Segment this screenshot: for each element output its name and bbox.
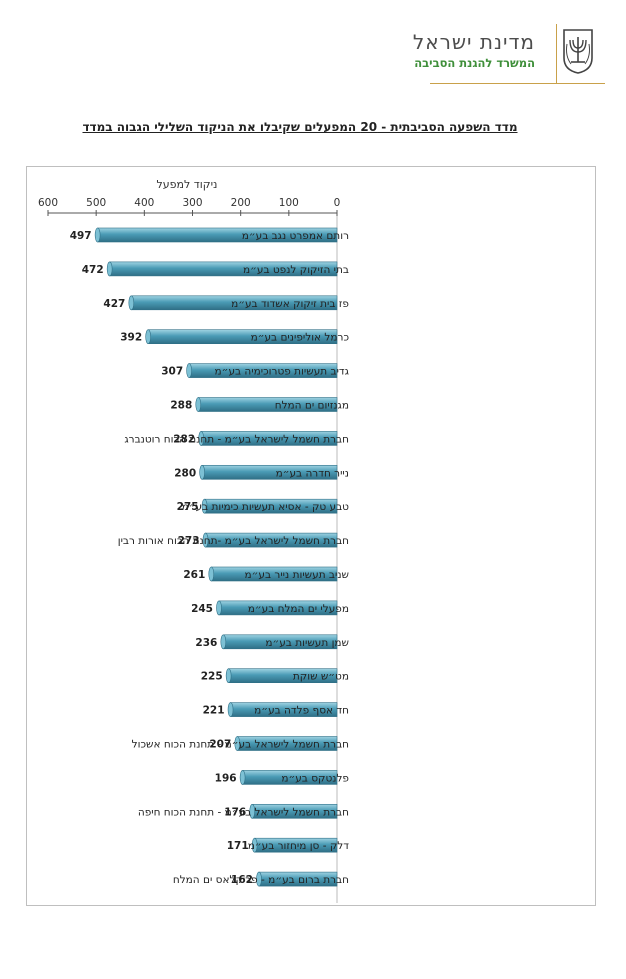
- bar-cap: [225, 668, 232, 684]
- x-tick-label: 400: [134, 197, 154, 209]
- header-divider: [430, 83, 605, 84]
- bar-cap: [106, 261, 113, 277]
- data-label: 162: [231, 874, 253, 886]
- x-tick-label: 100: [279, 197, 299, 209]
- state-title: מדינת ישראל: [412, 30, 535, 54]
- bar-cap: [249, 803, 256, 819]
- header-divider-vertical: [556, 24, 557, 84]
- bar-cap: [202, 532, 209, 548]
- chart-frame: 600 500 400 300 200 100 0 497 רותם אמפרט נגב בע…: [26, 166, 596, 906]
- category-label: שניב תעשיות נייר בע״מ: [245, 569, 349, 581]
- bar-cap: [195, 397, 202, 412]
- x-tick-label: 300: [182, 197, 202, 209]
- data-label: 307: [161, 366, 183, 378]
- category-label: בתי הזיקוק לנפט בע״מ: [243, 264, 349, 276]
- data-label: 427: [103, 298, 125, 310]
- ministry-header: מדינת ישראל המשרד להגנת הסביבה: [413, 24, 605, 84]
- bar-cap: [251, 837, 258, 853]
- x-tick-label: 600: [38, 197, 58, 209]
- bar-cap: [227, 702, 234, 717]
- bar-cap: [94, 227, 101, 243]
- category-label: טבע טק - אסיא תעשיות כימיות בע״מ: [182, 501, 350, 513]
- x-tick-label: 200: [231, 197, 251, 209]
- bar-cap: [216, 600, 222, 616]
- category-label: רותם אמפרט נגב בע״מ: [242, 230, 349, 242]
- bar-cap: [186, 363, 192, 378]
- category-label: חברת חשמל לישראל בע״מ - תחנת הכוח חיפה: [138, 806, 349, 818]
- category-label: כרמל אוליפינים בע״מ: [251, 332, 349, 344]
- category-label: מגנזיום ים המלח: [275, 400, 349, 412]
- data-label: 221: [203, 705, 225, 717]
- data-label: 472: [82, 264, 104, 276]
- data-label: 176: [224, 806, 246, 818]
- data-label: 261: [183, 569, 205, 581]
- bar-cap: [128, 295, 135, 311]
- category-label: גדיב תעשיות פטרוכימיה בע״מ: [215, 366, 350, 378]
- category-label: חברת חשמל לישראל בע״מ - תחנת הכוח אשכול: [132, 739, 349, 751]
- data-label: 225: [201, 671, 223, 683]
- bar-chart: 600 500 400 300 200 100 0 497 רותם אמפרט נגב בע…: [38, 178, 350, 903]
- category-label: חד אסף פלדה בע״מ: [254, 705, 349, 717]
- bar-cap: [198, 431, 204, 446]
- category-label: נייר חדרה בע״מ: [276, 467, 349, 479]
- data-label: 392: [120, 332, 142, 344]
- bar-cap: [239, 770, 246, 785]
- ministry-name: המשרד להגנת הסביבה: [414, 56, 535, 70]
- state-emblem-icon: [563, 29, 593, 74]
- data-label: 282: [173, 433, 195, 445]
- bar-cap: [201, 498, 208, 514]
- category-label: חברת ברום בע״מ - פריקלאס ים המלח: [173, 874, 349, 886]
- data-label: 280: [174, 467, 196, 479]
- category-label: פז בית זיקוק אשדוד בע״מ: [231, 298, 349, 310]
- bar-cap: [145, 329, 151, 344]
- axis-title: ניקוד למפעל: [157, 178, 218, 191]
- category-label: דלק - סן מיחזור בע״מ: [248, 840, 350, 852]
- chart-title: מדד השפעה הסביבתית - 20 המפעלים שקיבלו א…: [82, 120, 518, 134]
- category-label: חברת חשמל לישראל בע״מ -תחנת הכוח אורות ר…: [118, 535, 349, 547]
- bar-cap: [234, 736, 241, 751]
- data-label: 275: [177, 501, 199, 513]
- category-label: חברת חשמל לישראל בע״מ - תחנת הכוח רוטנבר…: [124, 433, 349, 445]
- data-label: 273: [178, 535, 200, 547]
- data-label: 236: [195, 637, 217, 649]
- bar-cap: [256, 871, 262, 887]
- data-label: 288: [170, 400, 192, 412]
- x-tick-label: 0: [334, 197, 341, 209]
- category-label: פלנטקס בע״מ: [281, 772, 349, 784]
- bar-cap: [208, 566, 215, 582]
- category-label: שמן תעשיות בע״מ: [265, 637, 349, 649]
- data-label: 171: [227, 840, 249, 852]
- category-label: מפעלי ים המלח בע״מ: [248, 603, 349, 615]
- bar-cap: [199, 464, 205, 480]
- data-label: 245: [191, 603, 213, 615]
- data-label: 497: [70, 230, 92, 242]
- category-label: מט״ש שוקת: [293, 671, 349, 683]
- data-label: 207: [209, 739, 231, 751]
- data-label: 196: [215, 772, 237, 784]
- x-tick-label: 500: [86, 197, 106, 209]
- bar-cap: [220, 634, 227, 650]
